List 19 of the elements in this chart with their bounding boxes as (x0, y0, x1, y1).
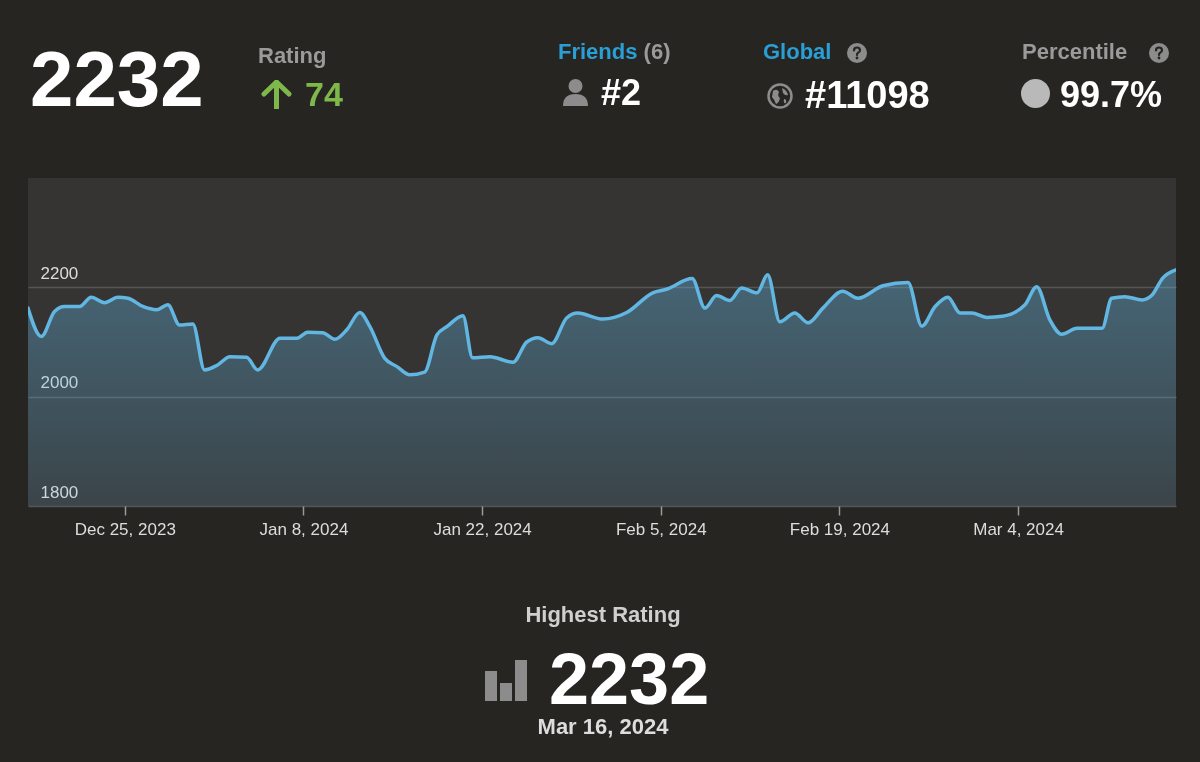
y-tick-label: 1800 (40, 482, 79, 502)
text: Global (763, 39, 832, 64)
text: #11098 (805, 74, 930, 116)
text: #2 (601, 72, 642, 113)
x-tick-label: Jan 22, 2024 (433, 519, 532, 539)
text: 2232 (30, 35, 204, 123)
y-tick-label: 2200 (40, 263, 79, 283)
y-tick-label: 2000 (40, 373, 79, 393)
x-tick-label: Feb 19, 2024 (789, 519, 891, 539)
x-tick-label: Jan 8, 2024 (259, 519, 349, 539)
text: Highest Rating (525, 602, 681, 627)
text: 74 (305, 75, 343, 113)
text: Rating (258, 43, 327, 68)
text: Friends (6) (558, 39, 671, 64)
x-tick-label: Mar 4, 2024 (973, 519, 1064, 539)
text: Percentile (1022, 39, 1128, 64)
text: 99.7% (1060, 74, 1163, 115)
x-tick-label: Feb 5, 2024 (615, 519, 707, 539)
x-tick-label: Dec 25, 2023 (74, 519, 176, 539)
